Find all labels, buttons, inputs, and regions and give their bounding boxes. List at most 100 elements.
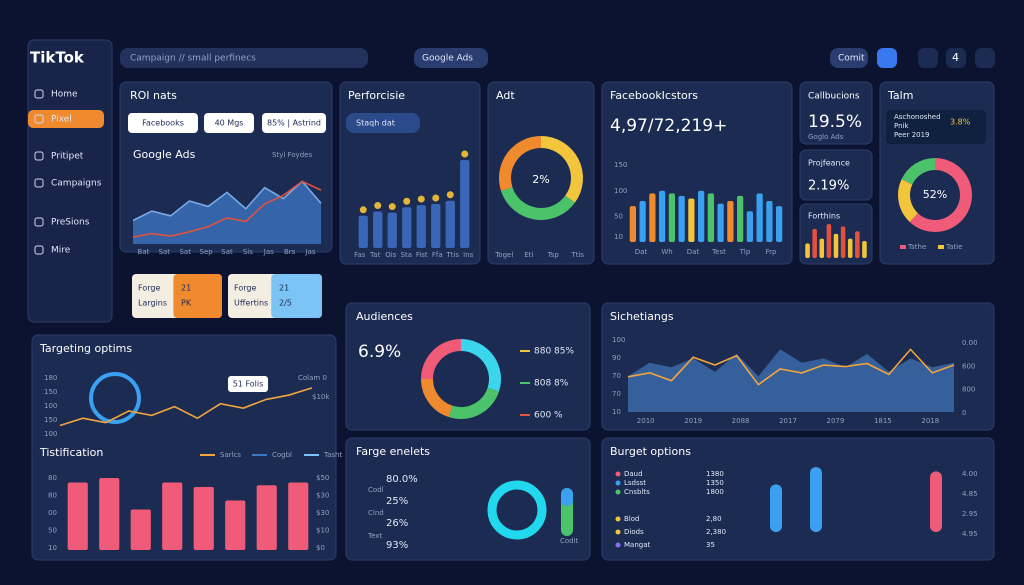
chip[interactable]	[262, 113, 326, 133]
donut-segment	[898, 179, 919, 222]
label: Blod	[624, 515, 639, 523]
dot	[374, 202, 382, 210]
label[interactable]: Pritipet	[51, 152, 84, 162]
bar	[402, 207, 412, 248]
label: 35	[706, 541, 715, 549]
label: 4,97/72,219+	[610, 116, 727, 136]
label: Peer 2019	[894, 131, 930, 139]
label: 2.19%	[808, 179, 849, 194]
label: 4	[952, 51, 959, 64]
chip[interactable]	[128, 113, 198, 133]
dot	[403, 197, 411, 205]
bar	[629, 206, 636, 242]
label: 2079	[827, 417, 845, 425]
button[interactable]	[830, 48, 868, 68]
icon[interactable]	[918, 48, 938, 68]
label: 93%	[386, 540, 408, 551]
label: Cnsblts	[624, 488, 650, 496]
label: Google Ads	[133, 148, 196, 161]
label: Perforcisie	[348, 89, 405, 102]
label: Wh	[661, 248, 672, 256]
label: FacebookIcstors	[610, 89, 698, 102]
bar	[737, 195, 744, 242]
label: Forthins	[808, 212, 840, 221]
label[interactable]: PreSions	[51, 218, 90, 228]
label: Comit	[838, 54, 865, 64]
line	[132, 180, 322, 222]
label: Audiences	[356, 310, 413, 323]
legend-swatch	[938, 245, 944, 249]
label: 21	[279, 284, 289, 293]
label[interactable]: Mire	[51, 246, 71, 256]
label: 2010	[637, 417, 655, 425]
dot	[446, 191, 454, 199]
nav-icon	[34, 245, 44, 255]
bar	[256, 485, 277, 550]
label: Diods	[624, 528, 644, 536]
label: Tlp	[739, 248, 751, 256]
label: 100	[614, 187, 627, 195]
label: Sep	[200, 248, 214, 256]
label: 150	[44, 388, 57, 396]
label: 10	[614, 233, 623, 241]
label: 4.85	[962, 490, 978, 498]
label: Jas	[305, 248, 316, 256]
bar	[805, 243, 810, 258]
nav-icon	[34, 178, 44, 188]
bar	[855, 231, 860, 258]
label: 2018	[921, 417, 939, 425]
bar	[847, 238, 853, 258]
label: 808 8%	[534, 379, 569, 389]
bar	[766, 201, 773, 242]
search[interactable]	[120, 48, 368, 68]
icon[interactable]	[975, 48, 995, 68]
label: 150	[44, 416, 57, 424]
bar	[358, 215, 368, 248]
label: Pnik	[894, 122, 909, 130]
nav-icon	[34, 114, 44, 124]
label: Fist	[416, 251, 428, 259]
dot	[432, 194, 440, 202]
label: Tat	[369, 251, 380, 259]
label[interactable]: Home	[51, 90, 78, 100]
label: 0	[962, 409, 966, 417]
label: $10k	[312, 393, 330, 401]
callout	[228, 376, 268, 392]
label: Sarlcs	[220, 451, 241, 459]
icon[interactable]	[946, 48, 966, 68]
line	[627, 348, 955, 386]
panel	[799, 149, 873, 201]
panel	[487, 81, 595, 265]
button[interactable]	[346, 113, 420, 133]
panel	[799, 81, 873, 145]
label: Text	[367, 532, 382, 540]
label: 50	[614, 212, 623, 220]
bar	[668, 193, 675, 242]
label: Uffertins	[234, 299, 268, 308]
label: $50	[316, 474, 329, 482]
card-accent	[271, 274, 322, 318]
icon[interactable]	[877, 48, 897, 68]
label: 4.00	[962, 470, 978, 478]
label: 40 Mgs	[215, 119, 244, 128]
label: Ois	[385, 251, 396, 259]
dot	[359, 206, 367, 214]
label: 3.8%	[950, 118, 971, 127]
line	[59, 387, 313, 427]
donut-segment	[421, 378, 453, 418]
label: 2%	[532, 173, 549, 186]
gauge-top	[561, 488, 573, 506]
label: 800	[962, 386, 975, 394]
nav-icon	[34, 151, 44, 161]
label: Bat	[138, 248, 150, 256]
label[interactable]: Campaigns	[51, 179, 102, 189]
label: Fas	[354, 251, 366, 259]
label: 10	[48, 544, 57, 552]
chip[interactable]	[204, 113, 254, 133]
panel	[345, 302, 591, 431]
label[interactable]: Pixel	[51, 115, 72, 125]
dropdown[interactable]	[414, 48, 488, 68]
bar	[678, 195, 685, 242]
label: Adt	[496, 89, 515, 102]
label: 52%	[923, 188, 947, 201]
